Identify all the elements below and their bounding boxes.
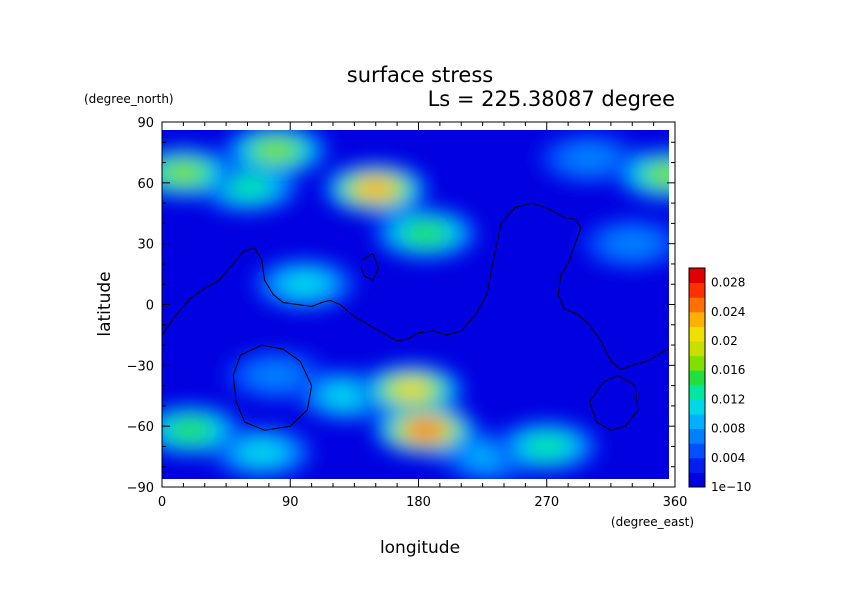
colorbar-tick-label: 0.012: [711, 392, 745, 406]
y-tick-label: 30: [137, 238, 154, 253]
colorbar-segment: [689, 414, 705, 430]
y-axis-label: latitude: [95, 271, 115, 336]
heat-feature: [226, 175, 269, 198]
colorbar-segment: [689, 370, 705, 386]
x-tick-label: 180: [406, 495, 431, 510]
x-tick-label: 360: [663, 495, 688, 510]
colorbar-tick-label: 0.024: [711, 305, 745, 319]
heat-feature: [282, 272, 327, 296]
contour-basin-left: [232, 344, 313, 431]
colorbar-segment: [689, 355, 705, 371]
heatmap-features: [162, 130, 669, 479]
colorbar-segment: [689, 443, 705, 459]
colorbar-tick-label: 0.008: [711, 422, 745, 436]
y-tick-label: 90: [137, 116, 154, 131]
chart-title: surface stress: [347, 63, 493, 87]
y-tick-label: 0: [146, 299, 154, 314]
x-tick-label: 270: [534, 495, 559, 510]
x-tick-label: 90: [282, 495, 299, 510]
colorbar-segment: [689, 326, 705, 342]
colorbar-segment: [689, 472, 705, 488]
contour-basin-right: [588, 374, 639, 431]
colorbar-segment: [689, 297, 705, 313]
contour-small-loop: [361, 253, 380, 281]
heat-feature: [408, 420, 443, 440]
heat-feature: [405, 222, 446, 245]
heat-feature: [239, 440, 284, 465]
x-axis-label: longitude: [380, 538, 460, 558]
colorbar-tick-label: 0.02: [711, 334, 738, 348]
colorbar-segment: [689, 428, 705, 444]
heatmap-field: [162, 130, 669, 479]
chart-subtitle: Ls = 225.38087 degree: [428, 87, 675, 111]
colorbar-frame: [688, 267, 706, 488]
axes: 0 90 180 270 360 90 60 30 0 −30 −60 −90: [127, 116, 688, 510]
colorbar-segment: [689, 311, 705, 327]
y-tick-label: 60: [137, 177, 154, 192]
y-tick-label: −30: [127, 359, 154, 374]
heat-feature: [358, 179, 394, 199]
x-tick-label: 0: [158, 495, 166, 510]
heat-feature: [648, 164, 669, 185]
colorbar-segment: [689, 457, 705, 473]
heat-feature: [526, 435, 568, 458]
colorbar-segment: [689, 399, 705, 415]
colorbar-segment: [689, 384, 705, 400]
x-units-label: (degree_east): [611, 515, 694, 529]
heat-feature: [164, 162, 203, 183]
colorbar-segment: [689, 282, 705, 298]
colorbar-tick-label: 1e−10: [711, 480, 751, 494]
heat-feature: [257, 140, 295, 161]
colorbar-segment: [689, 341, 705, 357]
colorbar: 1e−10 0.004 0.008 0.012 0.016 0.02 0.024 0.028: [688, 267, 751, 494]
heat-feature: [248, 361, 304, 390]
heat-feature: [604, 229, 660, 258]
heat-feature: [393, 379, 430, 400]
y-tick-label: −90: [127, 481, 154, 496]
heat-feature: [562, 144, 617, 173]
colorbar-tick-label: 0.028: [711, 276, 745, 290]
y-units-label: (degree_north): [84, 92, 174, 106]
colorbar-tick-label: 0.016: [711, 363, 745, 377]
y-tick-label: −60: [127, 420, 154, 435]
colorbar-segment: [689, 268, 705, 284]
contour-lines: [162, 202, 669, 431]
colorbar-tick-label: 0.004: [711, 451, 745, 465]
heat-feature: [170, 419, 211, 441]
contour-continent-outline: [162, 202, 669, 370]
